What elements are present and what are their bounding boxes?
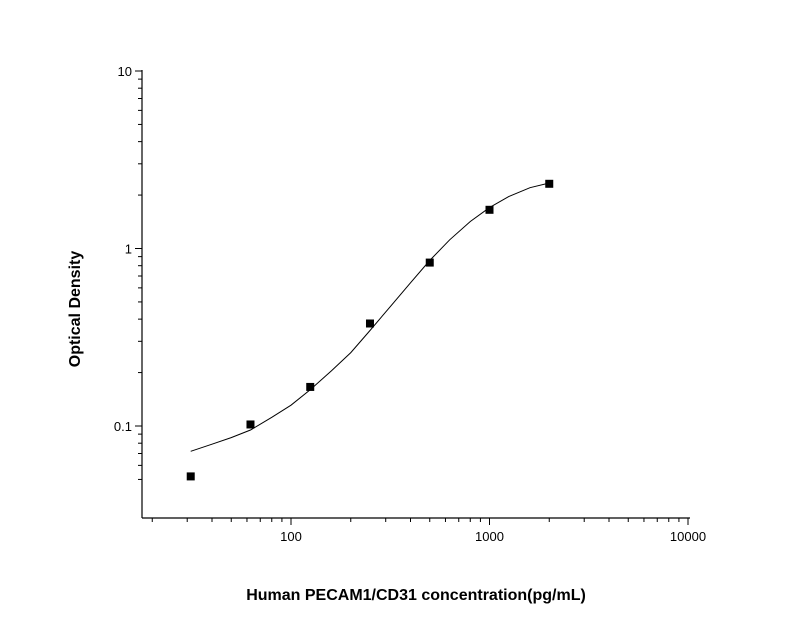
x-axis-ticks [151,518,689,525]
y-axis-title: Optical Density [67,251,84,368]
data-point-marker [425,258,434,267]
data-point-marker [186,472,195,481]
y-axis-tick-labels: 0.1 1 10 [114,64,132,434]
x-tick-label: 1000 [475,529,504,544]
y-tick-label: 10 [118,64,132,79]
data-point-marker [545,179,554,188]
x-tick-label: 100 [280,529,302,544]
data-point-marker [485,205,494,214]
x-axis-tick-labels: 100 1000 10000 [280,529,706,544]
data-point-marker [306,382,315,391]
x-tick-label: 10000 [670,529,706,544]
y-axis-ticks [135,70,142,480]
data-points [186,179,554,481]
x-axis-title: Human PECAM1/CD31 concentration(pg/mL) [246,587,586,604]
fitted-curve-line [190,182,550,452]
y-tick-label: 1 [125,242,132,257]
data-point-marker [365,319,374,328]
data-point-marker [246,420,255,429]
y-tick-label: 0.1 [114,419,132,434]
